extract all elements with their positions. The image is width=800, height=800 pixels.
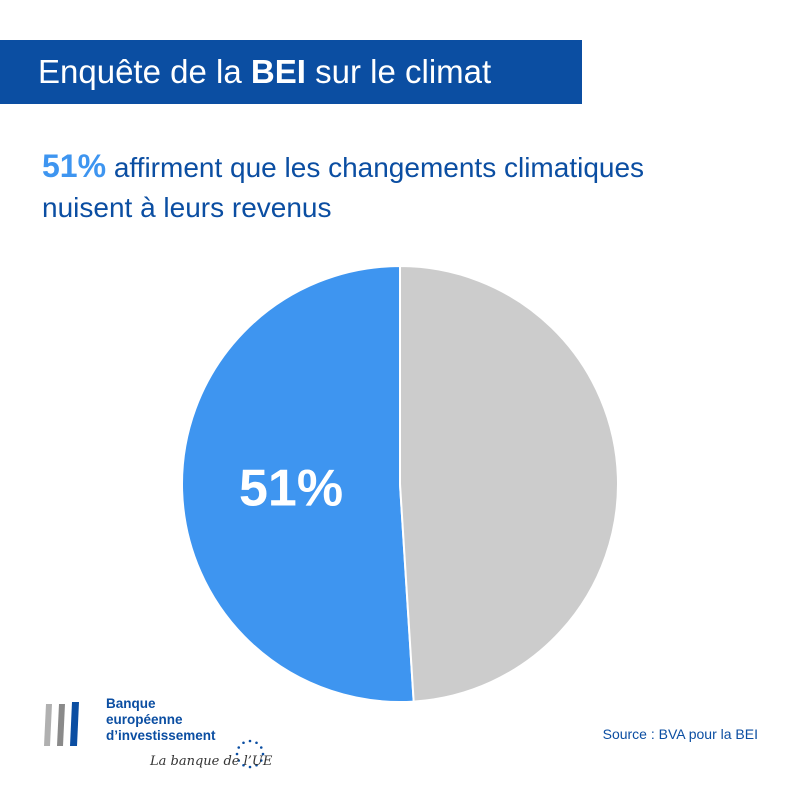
pie-slice-1-label: 51% [239,459,343,517]
eu-star-icon [248,765,252,769]
eu-star-icon [259,746,263,749]
pie-chart: 51% [178,262,622,706]
pie-slice-1 [181,264,415,703]
headline-line-1: 51% affirment que les changements climat… [42,146,742,188]
source-note: Source : BVA pour la BEI [602,726,758,742]
eib-logo-bars-icon [44,702,79,746]
headline: 51% affirment que les changements climat… [42,146,742,228]
headline-line-2: nuisent à leurs revenus [42,192,332,223]
title-text-start: Enquête de la [38,53,242,90]
eib-logo-line-3: d’investissement [106,728,216,743]
eu-star-icon [235,752,239,756]
eu-star-icon [237,759,241,762]
eu-star-icon [261,752,265,756]
pie-slice-2 [399,264,620,703]
eu-star-icon [259,759,263,762]
eib-tagline: La banque de l’UE [150,754,273,769]
headline-percentage: 51% [42,148,107,184]
eu-star-icon [242,763,245,767]
eu-star-icon [255,763,258,767]
eu-star-icon [242,741,245,745]
eu-star-icon [237,746,241,749]
eu-star-icon [248,739,252,743]
eib-logo-line-2: européenne [106,712,183,727]
title-text-end: sur le climat [315,53,492,90]
eib-logo-line-1: Banque [106,696,156,711]
title-banner: Enquête de la BEI sur le climat [0,40,582,104]
eu-star-icon [255,741,258,745]
eib-logo: Banque européenne d’investissement La ba… [42,694,282,784]
headline-text-1: affirment que les changements climatique… [106,152,645,183]
pie-chart-svg: 51% [181,264,620,703]
eib-logo-text: Banque européenne d’investissement [106,696,216,744]
eu-stars-icon [235,739,265,769]
title-text-bold: BEI [250,53,306,90]
